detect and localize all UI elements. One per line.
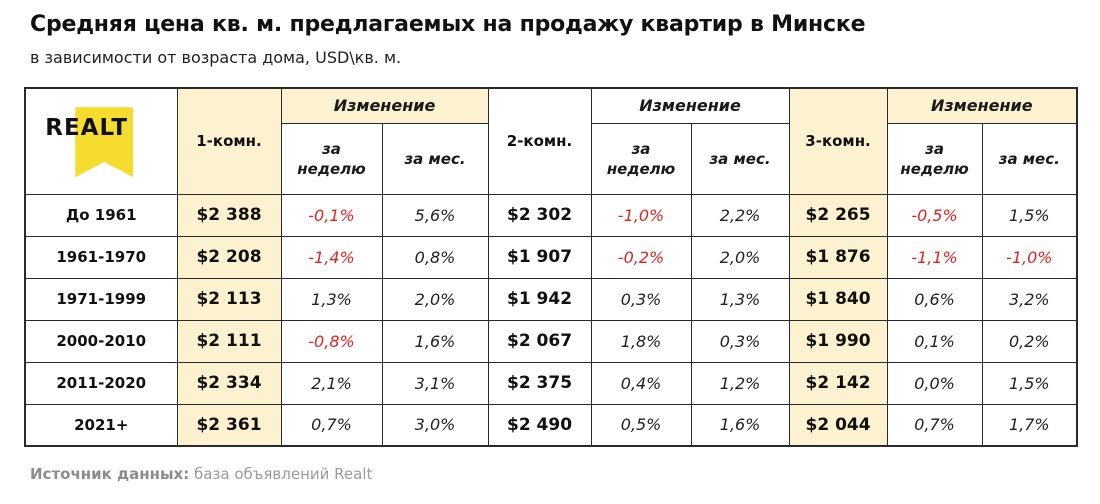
cell-label: 2000-2010 (24, 319, 178, 363)
data-source: Источник данных: база объявлений Realt (30, 465, 372, 483)
cell-w2: -0,2% (590, 235, 692, 279)
header-month-3: за мес. (981, 122, 1078, 195)
cell-w2: 0,4% (590, 361, 692, 405)
cell-p3: $1 840 (788, 277, 888, 321)
header-room3: 3-комн. (788, 87, 888, 195)
header-week-2: за неделю (590, 122, 692, 195)
page-subtitle: в зависимости от возраста дома, USD\кв. … (30, 48, 402, 67)
cell-w1: -0,1% (280, 193, 383, 237)
cell-p2: $2 067 (487, 319, 592, 363)
cell-p2: $1 907 (487, 235, 592, 279)
cell-m1: 3,0% (381, 403, 489, 447)
cell-w2: 0,5% (590, 403, 692, 447)
cell-w2: -1,0% (590, 193, 692, 237)
logo-cell: REALT (24, 87, 178, 195)
cell-w3: -0,5% (886, 193, 983, 237)
cell-w3: 0,1% (886, 319, 983, 363)
cell-w1: -0,8% (280, 319, 383, 363)
table-row: 1961-1970 $2 208 -1,4% 0,8% $1 907 -0,2% 2,0% $… (24, 235, 1078, 279)
header-room2: 2-комн. (487, 87, 592, 195)
cell-p2: $2 490 (487, 403, 592, 447)
cell-p2: $1 942 (487, 277, 592, 321)
page-title: Средняя цена кв. м. предлагаемых на прод… (30, 12, 866, 37)
cell-w3: 0,6% (886, 277, 983, 321)
cell-p1: $2 111 (176, 319, 282, 363)
cell-m2: 1,2% (690, 361, 790, 405)
cell-m1: 2,0% (381, 277, 489, 321)
cell-m2: 2,0% (690, 235, 790, 279)
cell-w3: -1,1% (886, 235, 983, 279)
cell-w2: 0,3% (590, 277, 692, 321)
cell-m2: 1,6% (690, 403, 790, 447)
cell-p1: $2 334 (176, 361, 282, 405)
cell-m3: 1,7% (981, 403, 1078, 447)
cell-m1: 0,8% (381, 235, 489, 279)
source-label: Источник данных: (30, 465, 190, 483)
cell-p1: $2 113 (176, 277, 282, 321)
cell-p1: $2 361 (176, 403, 282, 447)
cell-w1: 2,1% (280, 361, 383, 405)
header-week-3: за неделю (886, 122, 983, 195)
header-month-2: за мес. (690, 122, 790, 195)
header-month-1: за мес. (381, 122, 489, 195)
cell-m2: 2,2% (690, 193, 790, 237)
cell-label: 1961-1970 (24, 235, 178, 279)
cell-m3: 1,5% (981, 193, 1078, 237)
cell-m2: 0,3% (690, 319, 790, 363)
cell-label: До 1961 (24, 193, 178, 237)
cell-m1: 3,1% (381, 361, 489, 405)
cell-p3: $1 876 (788, 235, 888, 279)
cell-p3: $2 142 (788, 361, 888, 405)
cell-p2: $2 302 (487, 193, 592, 237)
cell-p2: $2 375 (487, 361, 592, 405)
cell-w1: -1,4% (280, 235, 383, 279)
cell-p3: $2 265 (788, 193, 888, 237)
source-text: база объявлений Realt (189, 465, 373, 483)
cell-m3: 1,5% (981, 361, 1078, 405)
table-row: 2011-2020 $2 334 2,1% 3,1% $2 375 0,4% 1,2% $2 … (24, 361, 1078, 405)
cell-w1: 1,3% (280, 277, 383, 321)
cell-m1: 5,6% (381, 193, 489, 237)
cell-p1: $2 388 (176, 193, 282, 237)
header-change-1: Изменение (280, 87, 489, 124)
price-table: REALT 1-комн. Изменение 2-комн. Изменени… (24, 87, 1079, 447)
cell-w3: 0,0% (886, 361, 983, 405)
cell-label: 2021+ (24, 403, 178, 447)
cell-p3: $1 990 (788, 319, 888, 363)
cell-label: 1971-1999 (24, 277, 178, 321)
cell-m2: 1,3% (690, 277, 790, 321)
table-row: До 1961 $2 388 -0,1% 5,6% $2 302 -1,0% 2,2% $2 … (24, 193, 1078, 237)
table-row: 2021+ $2 361 0,7% 3,0% $2 490 0,5% 1,6% $2 044 0… (24, 403, 1078, 447)
cell-label: 2011-2020 (24, 361, 178, 405)
cell-m3: 0,2% (981, 319, 1078, 363)
table-row: 1971-1999 $2 113 1,3% 2,0% $1 942 0,3% 1,3% $1 … (24, 277, 1078, 321)
header-change-2: Изменение (590, 87, 790, 124)
cell-p1: $2 208 (176, 235, 282, 279)
header-week-1: за неделю (280, 122, 383, 195)
cell-w3: 0,7% (886, 403, 983, 447)
cell-p3: $2 044 (788, 403, 888, 447)
table-row: 2000-2010 $2 111 -0,8% 1,6% $2 067 1,8% 0,3% $1… (24, 319, 1078, 363)
cell-m3: 3,2% (981, 277, 1078, 321)
cell-w2: 1,8% (590, 319, 692, 363)
realt-logo: REALT (45, 101, 157, 178)
cell-m3: -1,0% (981, 235, 1078, 279)
logo-wordmark: REALT (45, 115, 129, 142)
cell-m1: 1,6% (381, 319, 489, 363)
header-change-3: Изменение (886, 87, 1078, 124)
header-room1: 1-комн. (176, 87, 282, 195)
cell-w1: 0,7% (280, 403, 383, 447)
